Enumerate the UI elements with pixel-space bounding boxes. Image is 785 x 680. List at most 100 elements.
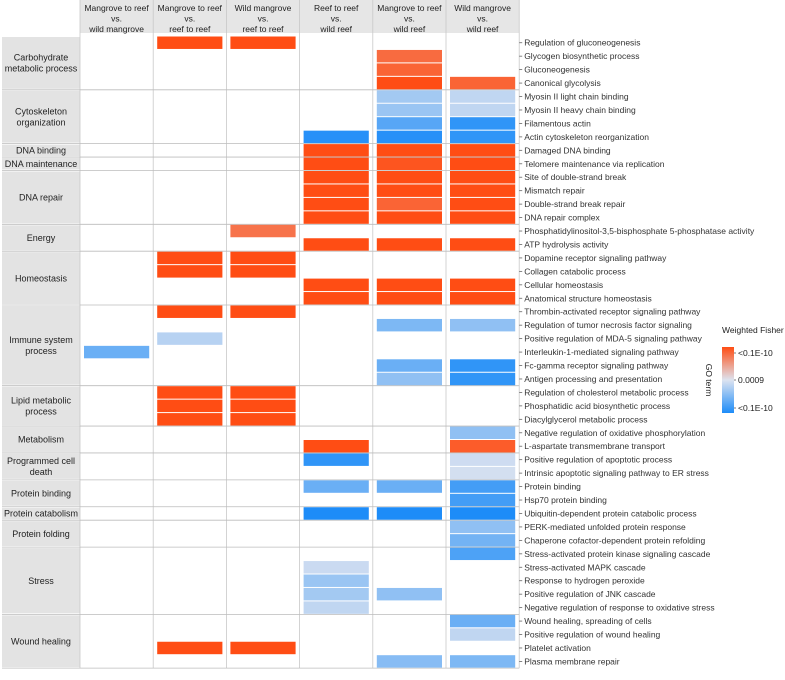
heatmap-cell [376,318,442,332]
heatmap-cell [376,144,442,157]
group-label: Programmed cell death [7,456,75,477]
heatmap-cell [376,76,442,90]
term-label: Fc-gamma receptor signaling pathway [524,361,669,371]
term-label: PERK-mediated unfolded protein response [524,522,686,532]
term-label: Anatomical structure homeostasis [524,293,652,303]
column-header: Wild mangrove vs. wild reef [454,3,511,34]
heatmap-cell [450,466,516,480]
column-header: Mangrove to reef vs. wild reef [377,3,442,34]
term-label: Negative regulation of response to oxida… [524,603,714,613]
heatmap-cell [230,413,296,426]
column-header: Mangrove to reef vs. reef to reef [158,3,223,34]
group-label: Immune system process [9,335,73,356]
group-label: Carbohydrate metabolic process [5,53,78,74]
term-label: Response to hydrogen peroxide [524,576,645,586]
heatmap-cell [303,453,369,466]
group-label-bg [2,453,80,479]
heatmap-cell [230,641,296,655]
heatmap-cell [230,251,296,265]
column-header: Wild mangrove vs. reef to reef [235,3,292,34]
group-label-bg [2,615,80,668]
term-label: Filamentous actin [524,118,591,128]
heatmap-cell [450,480,516,493]
heatmap-cell [376,359,442,372]
group-label-bg [2,521,80,547]
group-label-bg [2,480,80,506]
term-label: Hsp70 protein binding [524,495,607,505]
term-label: Positive regulation of wound healing [524,630,660,640]
heatmap-cell [376,587,442,601]
group-label-bg [2,548,80,614]
term-label: Canonical glycolysis [524,78,601,88]
heatmap-cell [376,507,442,520]
heatmap-cell [230,386,296,399]
heatmap-cell [450,440,516,453]
heatmap-cell [230,399,296,413]
term-label: Stress-activated protein kinase signalin… [524,549,710,559]
group-label: Protein folding [12,529,70,539]
term-label: Cellular homeostasis [524,280,603,290]
term-label: Diacylglycerol metabolic process [524,414,647,424]
group-label-bg [2,386,80,426]
legend-label: <0.1E-10 [738,348,773,358]
heatmap-cell [450,76,516,90]
term-label: Interleukin-1-mediated signaling pathway [524,347,679,357]
group-label: Wound healing [11,636,71,646]
heatmap-cell [450,130,516,144]
heatmap-cell [157,305,223,318]
heatmap-cell [230,224,296,238]
heatmap-cell [450,547,516,561]
heatmap-cell [303,238,369,251]
heatmap-cell [376,117,442,130]
group-label-bg [2,90,80,143]
heatmap-cell [303,507,369,520]
group-label: Protein catabolism [4,509,78,519]
legend-label: 0.0009 [738,375,764,385]
term-label: Intrinsic apoptotic signaling pathway to… [524,468,709,478]
group-label-bg [2,144,80,157]
term-label: Protein binding [524,482,581,492]
heatmap-cell [376,90,442,103]
heatmap-cell [230,36,296,49]
color-legend: Weighted Fisher GO term <0.1E-10 0.0009 <0.1… [704,325,784,413]
term-label: Regulation of cholesterol metabolic proc… [524,387,688,397]
heatmap-cell [450,534,516,547]
term-label: Thrombin-activated receptor signaling pa… [524,307,701,317]
heatmap-cell [157,251,223,265]
term-label: ATP hydrolysis activity [524,239,609,249]
group-label: Homeostasis [15,273,68,283]
heatmap-cell [376,157,442,170]
group-label-bg [2,252,80,304]
heatmap-cell [376,655,442,668]
heatmap-cell [376,103,442,117]
heatmap-cell [303,211,369,224]
term-label: Phosphatidylinositol-3,5-bisphosphate 5-… [524,226,755,236]
heatmap-cell [450,426,516,439]
heatmap-cell [376,130,442,144]
term-label: Dopamine receptor signaling pathway [524,253,667,263]
heatmap-cell [450,520,516,534]
heatmap-cell [450,493,516,507]
term-labels: Regulation of gluconeogenesis Glycogen bi… [519,38,755,666]
heatmap-cell [157,332,223,345]
heatmap-cell [303,157,369,170]
heatmap-cell [450,144,516,157]
heatmap-cell [450,238,516,251]
heatmap-cell [376,372,442,386]
heatmap-cell [157,399,223,413]
heatmap-cell [157,641,223,655]
group-column: Carbohydrate metabolic process Cytoskeleto… [2,37,80,668]
term-label: Actin cytoskeleton reorganization [524,132,649,142]
term-label: Site of double-strand break [524,172,627,182]
heatmap-cell [303,144,369,157]
term-label: Plasma membrane repair [524,656,620,666]
heatmap-cell [303,480,369,493]
term-label: Negative regulation of oxidative phospho… [524,428,705,438]
heatmap-cell [450,157,516,170]
heatmap-cell [303,171,369,184]
term-label: Positive regulation of JNK cascade [524,589,656,599]
heatmap-cell [303,587,369,601]
heatmap-cell [157,413,223,426]
term-label: Regulation of tumor necrosis factor sign… [524,320,692,330]
heatmap-cell [450,292,516,305]
